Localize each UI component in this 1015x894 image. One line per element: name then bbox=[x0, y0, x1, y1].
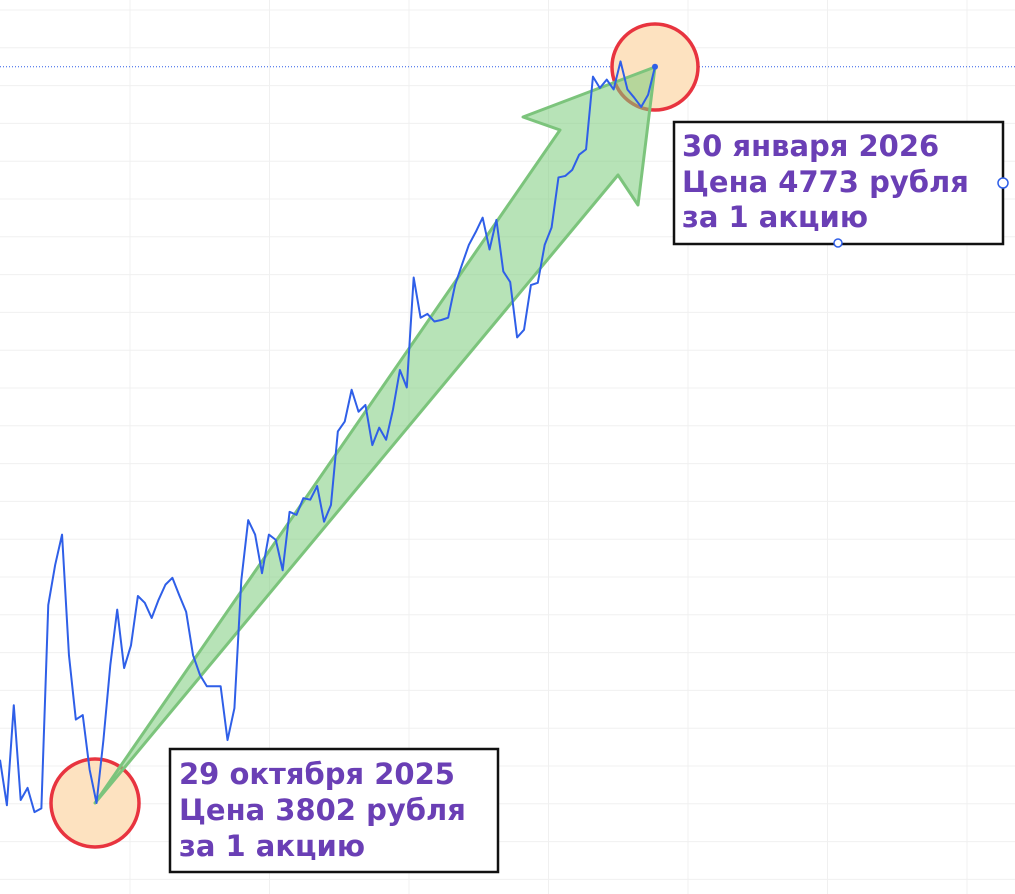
annotation-text: за 1 акцию bbox=[179, 829, 365, 863]
resize-handle[interactable] bbox=[997, 177, 1009, 189]
annotation-text: Цена 4773 рубля bbox=[682, 165, 969, 199]
last-point bbox=[652, 63, 658, 70]
resize-handle[interactable] bbox=[833, 238, 843, 248]
annotation-text: Цена 3802 рубля bbox=[179, 793, 466, 827]
trend-arrow bbox=[93, 65, 657, 805]
annotation-box bbox=[168, 747, 500, 874]
annotation-text: за 1 акцию bbox=[682, 200, 868, 234]
series-layer bbox=[0, 60, 658, 814]
annotation-text: 29 октября 2025 bbox=[179, 757, 455, 791]
price-line bbox=[0, 60, 656, 814]
annotation-box bbox=[672, 120, 1005, 246]
annotation-text: 30 января 2026 bbox=[682, 129, 939, 163]
